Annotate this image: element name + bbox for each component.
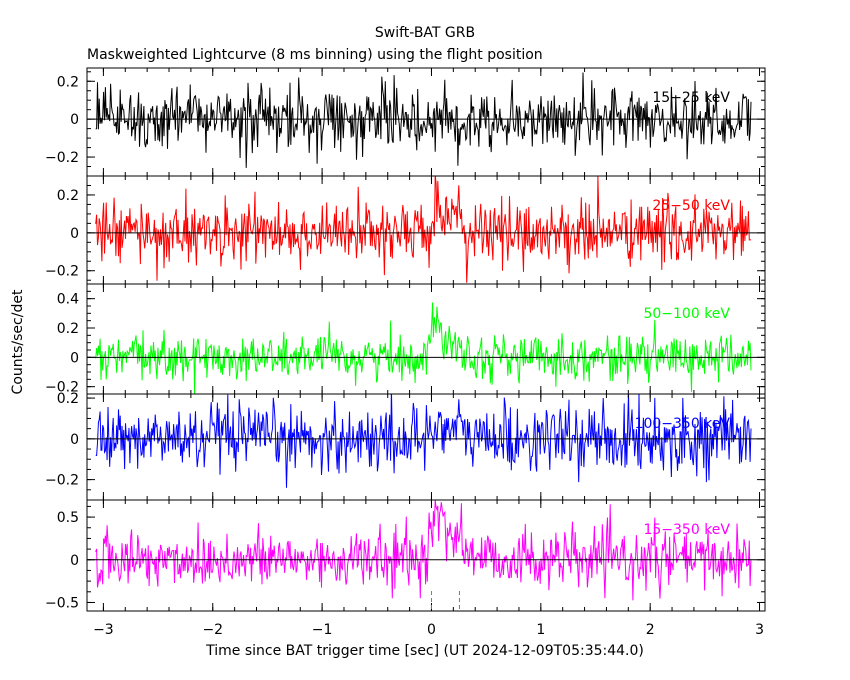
lightcurve-series xyxy=(95,500,752,601)
y-tick-label: −0.2 xyxy=(45,473,79,489)
y-axis-label: Counts/sec/det xyxy=(10,289,26,394)
panel-frame xyxy=(86,283,766,395)
lightcurve-series xyxy=(95,394,752,488)
band-label: 100−350 keV xyxy=(635,416,731,432)
y-tick-label: 0.4 xyxy=(57,292,79,308)
y-tick-label: −0.5 xyxy=(45,595,79,611)
band-label: 25−50 keV xyxy=(652,198,730,214)
panel-15-350-kev: −0.5 0 0.5 15−350 keV xyxy=(45,499,766,612)
x-tick-label: 3 xyxy=(755,622,764,638)
band-label: 50−100 keV xyxy=(643,306,730,322)
y-tick-label: 0 xyxy=(70,432,79,448)
x-axis-ticks: −3 −2 −1 0 1 2 3 xyxy=(93,591,764,638)
y-tick-label: −0.2 xyxy=(45,264,79,280)
x-tick-label: −2 xyxy=(202,622,223,638)
panel-25-50-kev: −0.2 0 0.2 25−50 keV xyxy=(45,175,766,285)
chart-title: Swift-BAT GRB xyxy=(375,25,475,41)
y-tick-label: −0.2 xyxy=(45,380,79,396)
y-tick-label: 0.2 xyxy=(57,188,79,204)
band-label: 15−350 keV xyxy=(643,522,730,538)
panel-100-350-kev: −0.2 0 0.2 100−350 keV xyxy=(45,391,766,501)
x-tick-label: 2 xyxy=(646,622,655,638)
y-tick-label: 0.2 xyxy=(57,74,79,90)
y-tick-label: 0 xyxy=(70,350,79,366)
band-label: 15−25 keV xyxy=(652,90,730,106)
y-tick-label: 0.5 xyxy=(57,510,79,526)
panel-frame xyxy=(86,499,766,612)
x-axis-label: Time since BAT trigger time [sec] (UT 20… xyxy=(205,643,644,659)
y-tick-label: 0 xyxy=(70,226,79,242)
y-tick-label: 0.2 xyxy=(57,321,79,337)
panel-50-100-kev: −0.2 0 0.2 0.4 50−100 keV xyxy=(45,283,766,396)
y-tick-label: −0.2 xyxy=(45,150,79,166)
panel-15-25-kev: −0.2 0 0.2 15−25 keV xyxy=(45,67,766,177)
y-tick-label: 0.2 xyxy=(57,391,79,407)
lightcurve-series xyxy=(95,72,752,168)
y-tick-label: 0 xyxy=(70,112,79,128)
lightcurve-series xyxy=(95,176,752,283)
x-tick-label: −1 xyxy=(312,622,333,638)
x-tick-label: 1 xyxy=(536,622,545,638)
x-tick-label: −3 xyxy=(93,622,114,638)
chart-subtitle: Maskweighted Lightcurve (8 ms binning) u… xyxy=(87,47,543,63)
panel-stack: −0.2 0 0.2 15−25 keV −0.2 0 0.2 25−50 keV −0.2 0 0… xyxy=(45,67,766,612)
x-tick-label: 0 xyxy=(427,622,436,638)
y-tick-label: 0 xyxy=(70,553,79,569)
